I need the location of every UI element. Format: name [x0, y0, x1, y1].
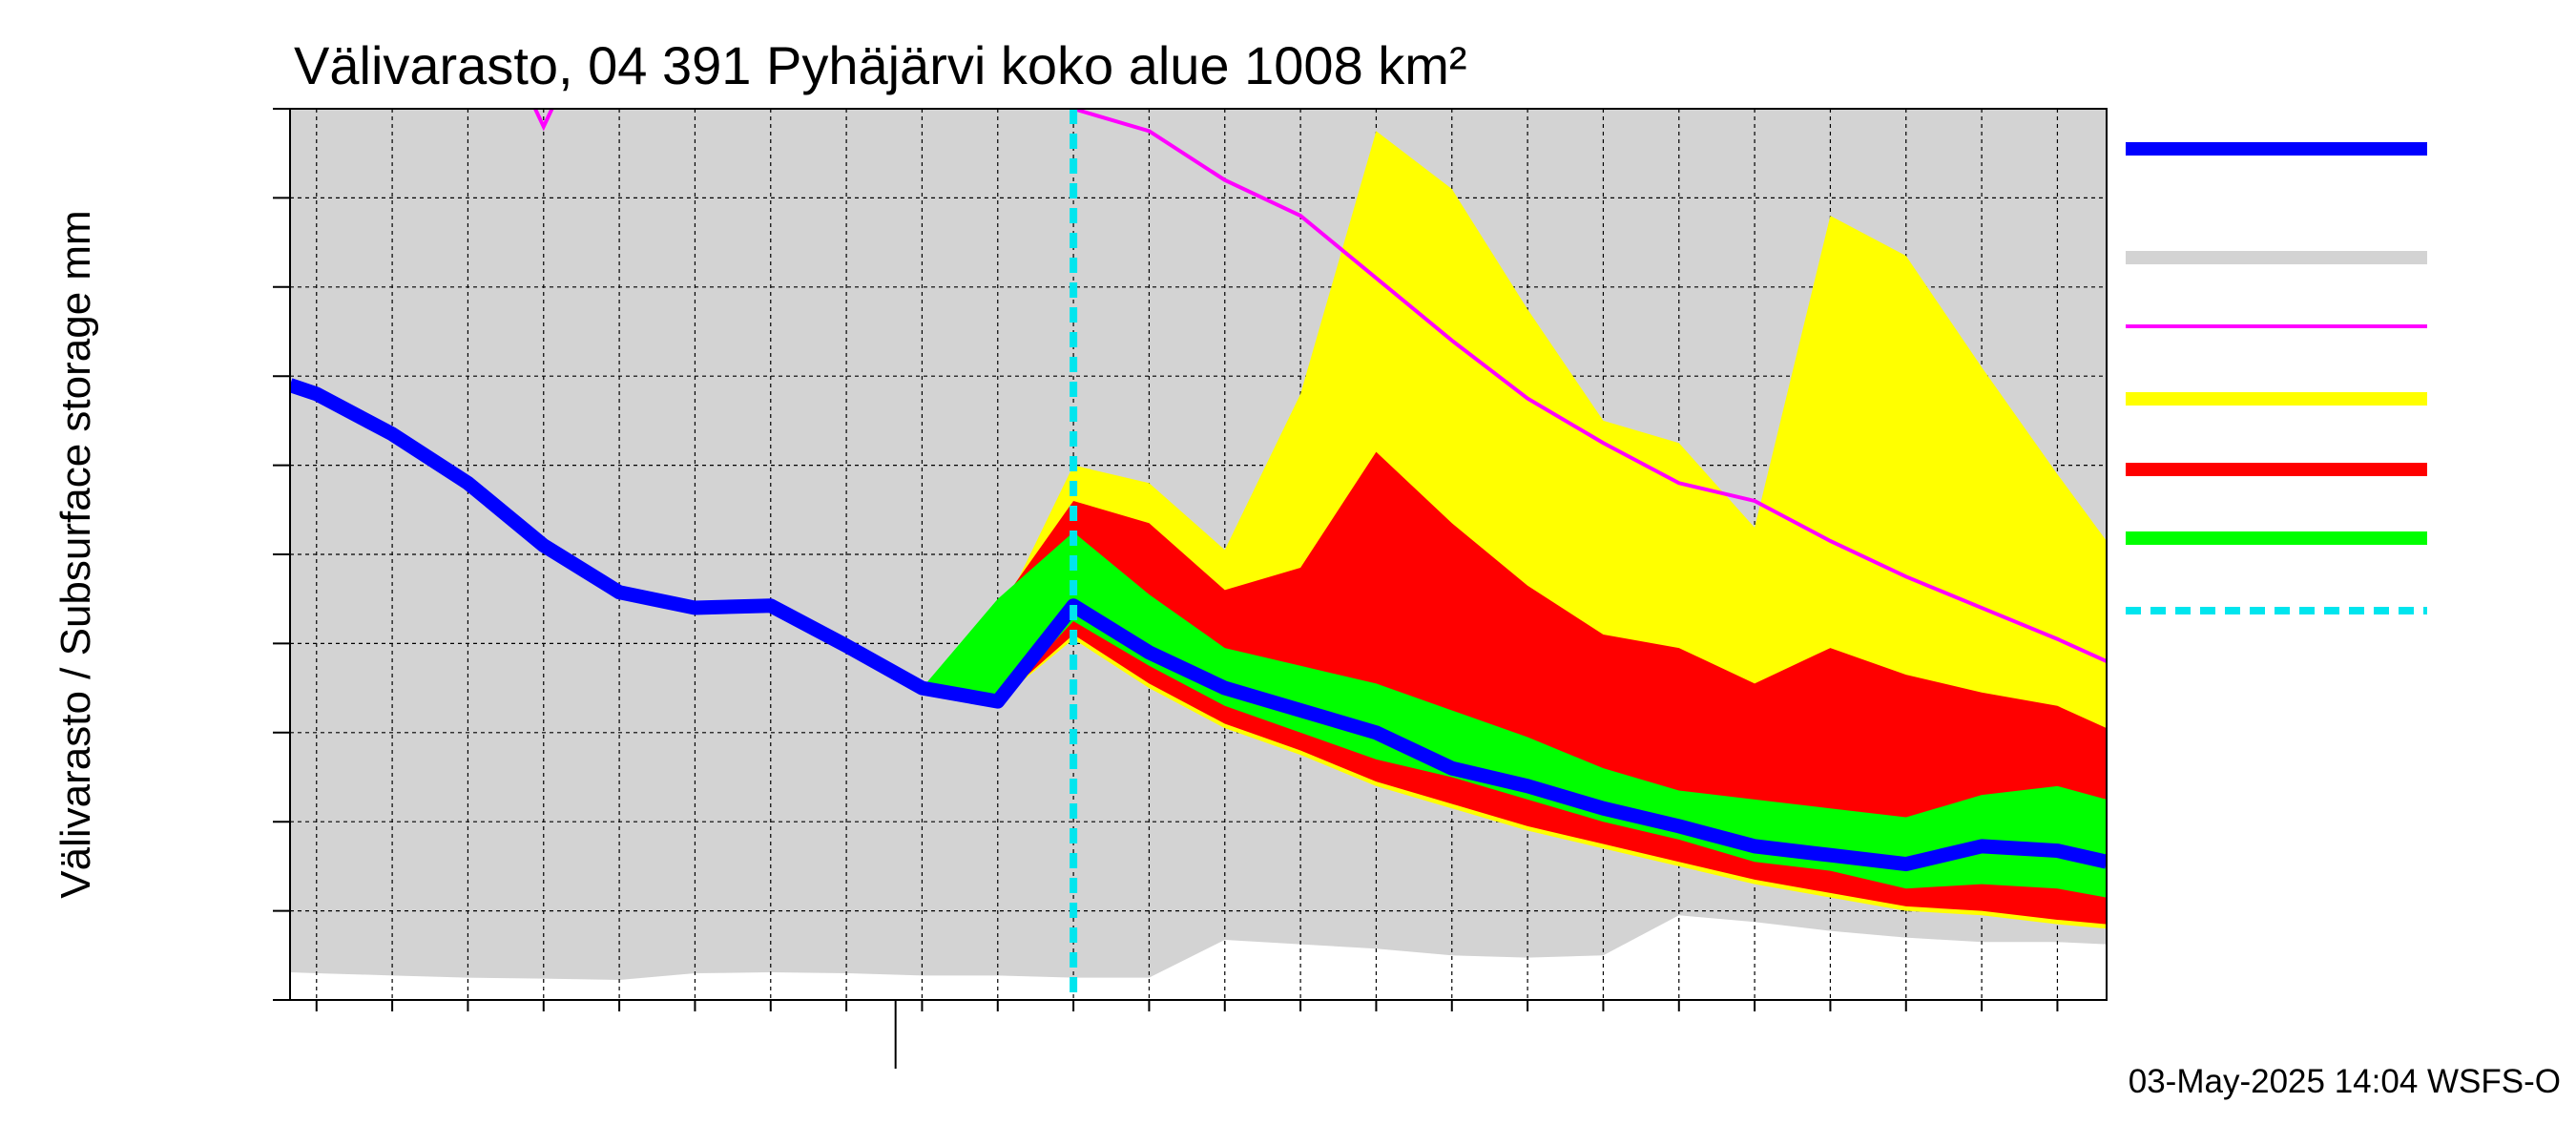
- plot-clip-group: [290, 109, 2107, 1000]
- timestamp-footer: 03-May-2025 14:04 WSFS-O: [2129, 1063, 2561, 1100]
- mean-value-line: [1072, 109, 2107, 663]
- mean-value-line: [532, 109, 554, 132]
- plot-area: [273, 108, 2108, 1069]
- legend: [2126, 142, 2427, 614]
- chart-title: Välivarasto, 04 391 Pyhäjärvi koko alue …: [294, 35, 1467, 95]
- range-25-75-band: [922, 531, 2107, 898]
- median-forecast-line: [290, 378, 2107, 872]
- y-axis-label: Välivarasto / Subsurface storage mm: [52, 210, 99, 898]
